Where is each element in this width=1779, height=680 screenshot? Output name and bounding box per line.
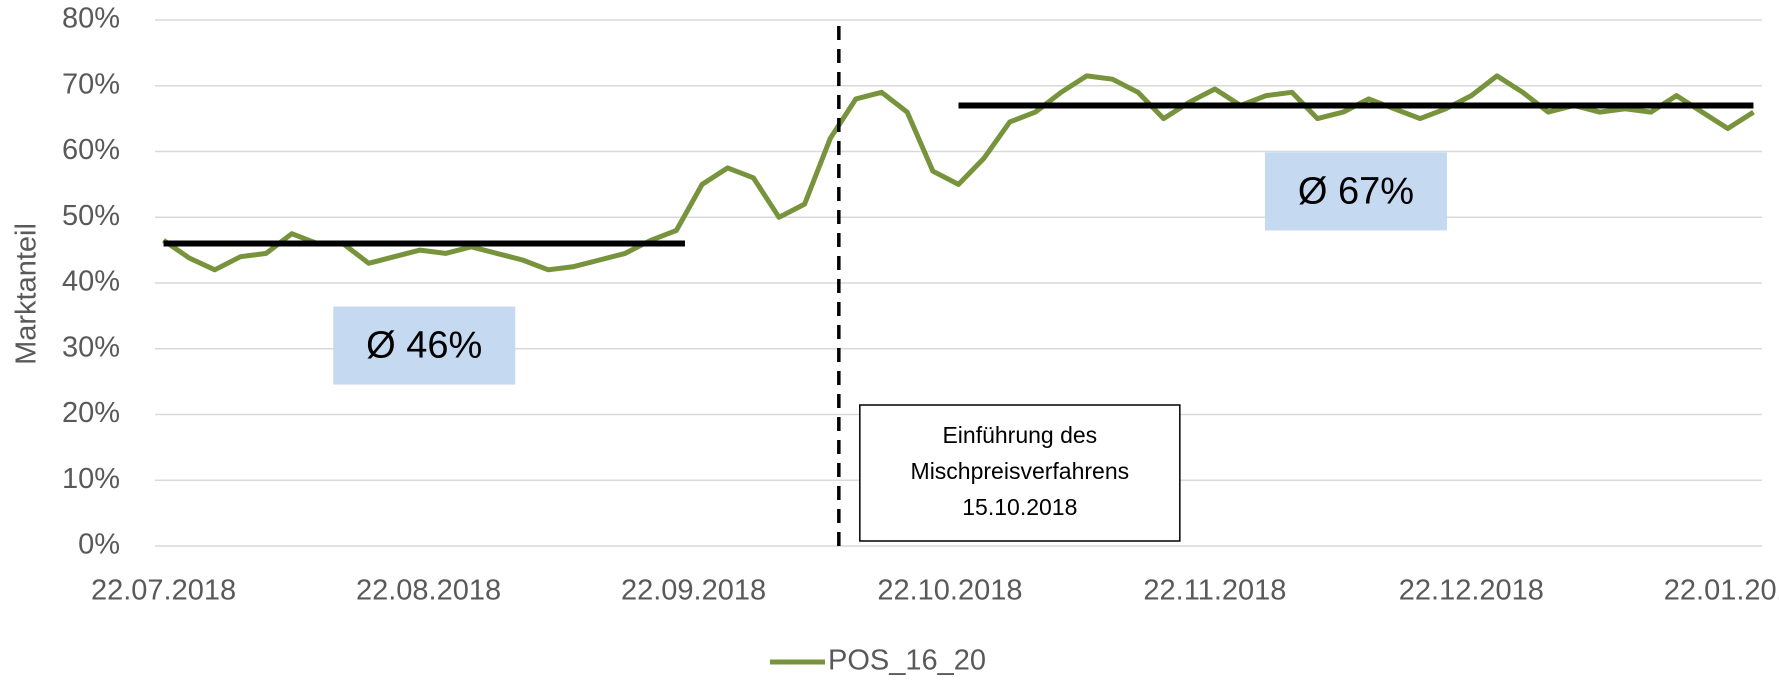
y-tick-label: 10% (62, 463, 120, 495)
y-tick-label: 0% (78, 529, 120, 561)
y-tick-label: 40% (62, 266, 120, 298)
event-text: 15.10.2018 (962, 494, 1077, 520)
y-tick-label: 80% (62, 3, 120, 35)
x-tick-label: 22.07.2018 (91, 575, 236, 607)
y-tick-label: 30% (62, 331, 120, 363)
event-text: Mischpreisverfahrens (911, 458, 1130, 484)
x-tick-label: 22.11.2018 (1143, 575, 1286, 607)
y-tick-label: 60% (62, 134, 120, 166)
x-tick-label: 22.12.2018 (1399, 575, 1544, 607)
series-line (162, 73, 1755, 273)
y-tick-label: 50% (62, 200, 120, 232)
event-text: Einführung des (942, 422, 1097, 448)
average-box (333, 306, 516, 385)
x-tick-label: 22.01.2019 (1664, 575, 1779, 607)
x-tick-label: 22.09.2018 (621, 575, 766, 607)
y-tick-label: 20% (62, 397, 120, 429)
average-label: Ø 46% (366, 325, 482, 367)
x-tick-label: 22.10.2018 (877, 575, 1022, 607)
y-axis-label: Marktanteil (11, 223, 43, 365)
x-tick-label: 22.08.2018 (356, 575, 501, 607)
event-box (859, 404, 1181, 542)
average-label: Ø 67% (1298, 171, 1414, 213)
average-box (1264, 152, 1447, 231)
legend-label: POS_16_20 (828, 645, 986, 677)
y-tick-label: 70% (62, 68, 120, 100)
